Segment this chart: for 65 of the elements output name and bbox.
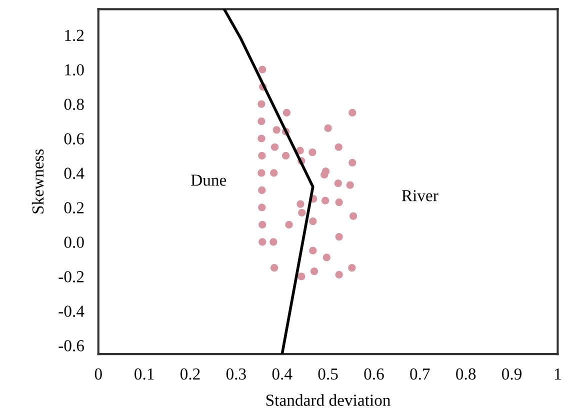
point xyxy=(348,264,356,272)
point xyxy=(346,181,354,189)
x-tick-label: 0.8 xyxy=(456,368,476,380)
point xyxy=(322,254,330,262)
annotation: River xyxy=(402,190,438,202)
point xyxy=(270,143,279,151)
point xyxy=(296,200,304,208)
y-tick-label: 1.0 xyxy=(65,64,84,76)
x-tick-label: 0.9 xyxy=(502,368,522,380)
point xyxy=(270,169,278,177)
x-tick-label: 0 xyxy=(94,368,102,380)
point xyxy=(296,146,304,154)
point xyxy=(258,152,266,160)
y-tick-label: -0.2 xyxy=(58,271,84,282)
point xyxy=(334,143,342,151)
x-tick-label: 0.5 xyxy=(318,368,338,380)
y-tick-label: -0.4 xyxy=(58,306,84,317)
point xyxy=(258,220,266,229)
point xyxy=(335,232,343,241)
point xyxy=(285,220,293,229)
point xyxy=(308,148,316,156)
point xyxy=(270,238,278,246)
point xyxy=(348,158,356,166)
point xyxy=(258,100,266,108)
y-tick-label: 1.2 xyxy=(65,30,84,42)
point xyxy=(334,180,342,188)
point xyxy=(258,117,266,126)
y-tick-label: 0.2 xyxy=(64,202,84,214)
x-tick-label: 0.7 xyxy=(410,368,430,380)
point xyxy=(310,267,318,276)
point xyxy=(258,238,266,246)
x-tick-label: 0.6 xyxy=(364,368,384,380)
y-tick-label: 0.8 xyxy=(64,98,84,110)
y-tick-label: 0.6 xyxy=(64,133,84,145)
x-tick-label: 1 xyxy=(555,368,561,380)
point xyxy=(258,186,266,194)
point xyxy=(258,134,266,142)
y-tick-label: 0.4 xyxy=(64,168,84,179)
x-tick-label: 0.4 xyxy=(272,368,292,380)
point xyxy=(298,208,306,216)
point xyxy=(309,217,317,226)
x-tick-label: 0.1 xyxy=(134,368,154,380)
point xyxy=(282,108,291,116)
point xyxy=(348,108,356,116)
y-tick-label: -0.6 xyxy=(58,340,84,352)
x-tick-label: 0.2 xyxy=(180,368,200,380)
point xyxy=(272,126,280,134)
point xyxy=(282,152,290,160)
y-axis-title: Skewness xyxy=(32,149,44,214)
point xyxy=(258,204,266,212)
annotation: Dune xyxy=(191,174,226,186)
x-axis-title: Standard deviation xyxy=(266,394,391,406)
point xyxy=(335,270,343,279)
x-tick-label: 0.3 xyxy=(226,368,246,380)
point xyxy=(335,198,343,206)
point xyxy=(258,66,266,74)
point xyxy=(321,196,330,204)
y-tick-label: 0.0 xyxy=(64,236,84,248)
point xyxy=(324,124,332,132)
point xyxy=(298,272,306,280)
point xyxy=(270,264,278,272)
point xyxy=(309,246,317,254)
point xyxy=(258,169,266,177)
point xyxy=(350,212,358,220)
point xyxy=(320,170,328,179)
